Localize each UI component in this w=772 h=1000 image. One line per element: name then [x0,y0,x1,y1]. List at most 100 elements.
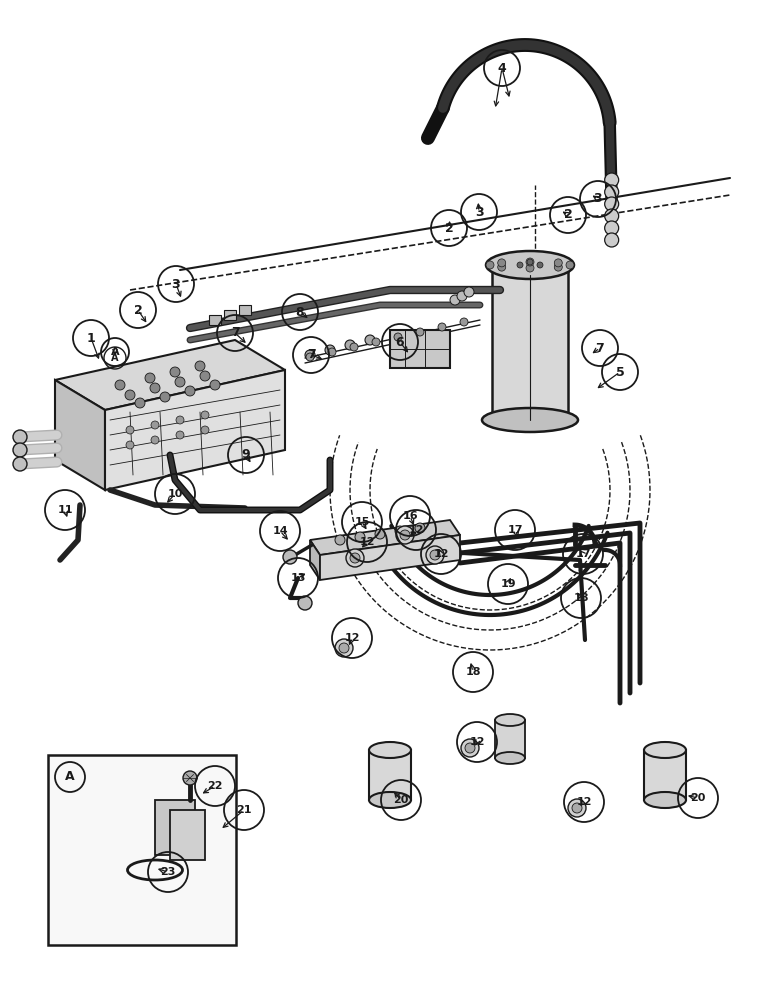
Circle shape [160,392,170,402]
Circle shape [201,426,209,434]
Text: 4: 4 [498,62,506,75]
Circle shape [13,443,27,457]
Circle shape [465,743,475,753]
Circle shape [151,421,159,429]
Circle shape [554,263,562,271]
Circle shape [415,523,425,533]
Circle shape [372,338,380,346]
Polygon shape [310,520,460,555]
Circle shape [126,426,134,434]
Text: 3: 3 [594,192,602,206]
Text: 16: 16 [402,511,418,521]
Text: 23: 23 [161,867,176,877]
Circle shape [350,343,358,351]
Circle shape [430,550,440,560]
Circle shape [150,383,160,393]
Circle shape [568,799,586,817]
Text: 15: 15 [354,517,370,527]
Text: 5: 5 [615,365,625,378]
Polygon shape [155,800,195,855]
Polygon shape [310,540,320,580]
Text: 3: 3 [171,277,181,290]
Circle shape [305,350,315,360]
Circle shape [604,185,618,199]
Circle shape [170,367,180,377]
Circle shape [345,340,355,350]
Text: 10: 10 [168,489,183,499]
Circle shape [175,377,185,387]
Circle shape [176,431,184,439]
Ellipse shape [495,714,525,726]
Text: 19: 19 [500,579,516,589]
Circle shape [298,596,312,610]
Ellipse shape [369,742,411,758]
Circle shape [306,353,314,361]
Circle shape [400,530,410,540]
Ellipse shape [482,408,578,432]
Circle shape [375,529,385,539]
Circle shape [526,258,534,266]
Circle shape [355,532,365,542]
Circle shape [498,259,506,267]
Bar [492,265,568,420]
Circle shape [426,546,444,564]
Circle shape [13,457,27,471]
Circle shape [283,550,297,564]
Text: 20: 20 [393,795,408,805]
Circle shape [604,173,618,187]
Text: 22: 22 [207,781,223,791]
Circle shape [176,416,184,424]
Text: 7: 7 [596,342,604,355]
Circle shape [438,323,446,331]
Circle shape [325,345,335,355]
Text: 17: 17 [575,549,591,559]
Circle shape [604,221,618,235]
Bar [209,315,221,325]
Circle shape [604,197,618,211]
Text: 14: 14 [273,526,288,536]
Circle shape [457,291,467,301]
Circle shape [183,771,197,785]
Text: 13: 13 [290,573,306,583]
Ellipse shape [369,792,411,808]
Ellipse shape [486,251,574,279]
Text: 12: 12 [408,525,424,535]
Text: 18: 18 [466,667,481,677]
Text: 2: 2 [564,209,572,222]
Circle shape [13,430,27,444]
Circle shape [604,209,618,223]
Circle shape [195,361,205,371]
Circle shape [335,535,345,545]
Circle shape [151,436,159,444]
Circle shape [135,398,145,408]
Circle shape [395,526,405,536]
Ellipse shape [495,752,525,764]
Circle shape [201,411,209,419]
Text: 21: 21 [236,805,252,815]
Circle shape [126,441,134,449]
Circle shape [210,380,220,390]
Text: A: A [65,770,75,784]
Circle shape [464,287,474,297]
Circle shape [125,390,135,400]
Circle shape [526,264,534,272]
Circle shape [572,803,582,813]
Circle shape [185,386,195,396]
Text: 20: 20 [690,793,706,803]
Circle shape [396,526,414,544]
Ellipse shape [644,792,686,808]
Text: 12: 12 [359,537,374,547]
Circle shape [350,553,360,563]
Text: 12: 12 [433,549,449,559]
Circle shape [461,739,479,757]
Circle shape [517,262,523,268]
Ellipse shape [644,742,686,758]
Text: A: A [111,353,119,363]
Text: 12: 12 [576,797,592,807]
Text: 7: 7 [306,349,316,361]
FancyBboxPatch shape [390,330,450,368]
Bar [224,310,236,320]
Text: 1: 1 [86,332,96,344]
Circle shape [145,373,155,383]
Text: 8: 8 [296,306,304,318]
